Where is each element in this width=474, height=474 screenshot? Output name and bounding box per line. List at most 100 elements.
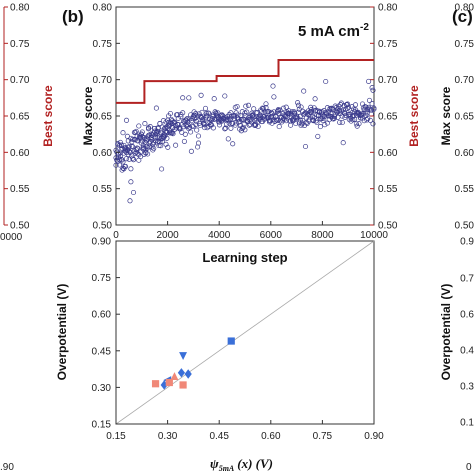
data-point [180, 110, 186, 116]
x-tick-label: 4000 [208, 230, 231, 241]
data-point [298, 104, 304, 110]
panel-letter-c: (c) [452, 7, 473, 26]
right-fragment-lower-tick-label: 0.1 [460, 418, 474, 429]
data-point [186, 95, 192, 101]
y-tick-label-right: 0.60 [378, 148, 398, 159]
x-tick-label: 10000 [360, 230, 388, 241]
marker-triangle-up [170, 372, 179, 380]
right-fragment-xtick-bottom: 0 [466, 462, 472, 473]
data-point [338, 100, 344, 106]
right-fragment-tick-label: 0.65 [455, 112, 474, 123]
data-point [251, 106, 257, 112]
data-point [181, 138, 187, 144]
data-point [331, 115, 337, 121]
x-axis-label-psi: ψ5mA (x) (V) [210, 456, 273, 473]
data-point [369, 85, 375, 91]
data-point [345, 104, 352, 110]
data-point [160, 134, 166, 140]
overpotential-points [151, 337, 235, 390]
data-point [123, 156, 130, 162]
data-point [142, 121, 148, 127]
left-fragment-xtick: 0000 [0, 232, 23, 243]
right-fragment-tick-label: 0.75 [455, 39, 474, 50]
data-point [211, 96, 217, 102]
data-point [160, 118, 166, 124]
data-point [210, 125, 216, 131]
data-point [370, 121, 376, 127]
data-point [120, 165, 126, 171]
right-fragment-lower-tick-label: 0.7 [460, 274, 474, 285]
data-point [145, 151, 151, 157]
data-point [240, 116, 246, 122]
data-point [136, 123, 142, 129]
data-point [228, 125, 234, 131]
data-point [156, 143, 162, 149]
parity-frame [115, 240, 375, 425]
data-point [308, 104, 314, 110]
data-point [366, 97, 373, 103]
data-point [295, 100, 301, 106]
data-point [182, 131, 188, 137]
data-point [314, 119, 320, 126]
data-point [225, 136, 231, 142]
left-fragment: 0.800.750.700.650.600.550.50 Best score … [0, 3, 55, 474]
y-axis-label-max-score: Max score [81, 86, 95, 145]
data-point [133, 128, 139, 134]
data-point [238, 113, 244, 119]
x-tick-label: 2000 [156, 230, 179, 241]
data-point [195, 144, 201, 150]
x-tick-label: 0.90 [364, 431, 384, 442]
right-fragment-lower-tick-label: 0.9 [460, 237, 474, 248]
data-point [369, 101, 375, 107]
y-tick-label: 0.65 [93, 112, 113, 123]
marker-square [227, 337, 235, 345]
data-point [130, 136, 136, 142]
marker-diamond [177, 368, 185, 378]
y-tick-label-right: 0.65 [378, 112, 398, 123]
data-point [283, 104, 289, 110]
data-point [159, 166, 165, 172]
x-tick-label: 0 [113, 230, 119, 241]
data-point [254, 110, 260, 116]
data-point [198, 92, 204, 98]
parity-panel: 0.15 0.30 0.45 0.60 0.75 0.90 0.15 0.30 0.45 0.6… [55, 237, 384, 474]
data-point [367, 117, 373, 123]
data-point [323, 78, 329, 85]
current-density-annotation: 5 mA cm-2 [298, 22, 369, 40]
data-point [164, 135, 170, 141]
data-point [117, 150, 123, 156]
data-point [165, 144, 171, 150]
data-point [147, 124, 153, 130]
y-tick-label-right: 0.70 [378, 75, 398, 86]
data-point [157, 121, 163, 127]
data-point [184, 116, 190, 122]
data-point [130, 144, 136, 150]
right-fragment-tick-label: 0.55 [455, 184, 474, 195]
data-point [130, 189, 137, 196]
left-fragment-tick-label: 0.60 [10, 148, 30, 159]
data-point [239, 109, 245, 115]
y-tick-label: 0.70 [93, 75, 113, 86]
data-point [209, 117, 215, 123]
data-point [191, 109, 197, 115]
data-point [140, 142, 146, 148]
x-tick-label: 0.75 [313, 431, 333, 442]
data-point [320, 117, 326, 124]
data-point [258, 114, 264, 120]
data-point [315, 133, 321, 139]
data-point [138, 131, 144, 137]
data-point [130, 157, 137, 163]
y-tick-label: 0.15 [92, 420, 112, 431]
data-point [141, 145, 147, 151]
y-tick-label: 0.90 [92, 237, 112, 248]
x-tick-label: 0.45 [209, 431, 229, 442]
data-point [167, 110, 173, 117]
data-point [180, 95, 186, 101]
data-point [274, 117, 280, 123]
data-point [153, 105, 159, 111]
data-point [128, 179, 134, 185]
data-point [139, 129, 145, 135]
data-point [271, 94, 277, 100]
y-tick-label: 0.60 [92, 310, 112, 321]
